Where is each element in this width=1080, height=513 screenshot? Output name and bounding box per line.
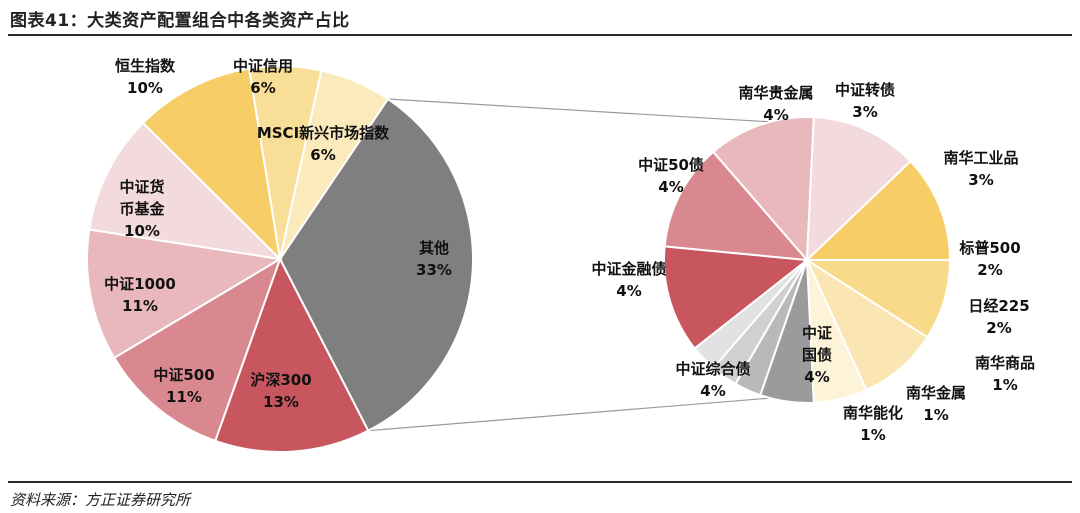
main-slice-3	[86, 228, 283, 360]
main-label-1: 沪深300 13%	[250, 371, 311, 411]
connector-lines	[368, 98, 771, 432]
main-label-3: 中证1000 11%	[104, 275, 176, 315]
secondary-label-2: 标普500 2%	[958, 239, 1020, 279]
secondary-label-6: 南华能化 1%	[843, 404, 903, 444]
secondary-slice-11	[804, 159, 952, 261]
secondary-slice-0	[803, 259, 952, 339]
secondary-label-8: 中证综合债 4%	[675, 360, 750, 400]
main-label-5: 恒生指数 10%	[115, 57, 176, 97]
secondary-slice-10	[805, 116, 912, 263]
main-pie	[86, 64, 474, 453]
main-slice-7	[279, 69, 390, 260]
main-slice-5	[141, 67, 282, 262]
connector-line-top	[387, 98, 771, 123]
main-label-6: 中证信用 6%	[233, 57, 293, 97]
main-label-4: 中证货币基金 10%	[119, 178, 165, 240]
secondary-label-9: 中证金融债 4%	[591, 260, 666, 300]
data-labels: 其他 33% 沪深300 13% 中证500 11% 中证1000 11% 中证货币基金 10% 恒…	[104, 57, 1035, 444]
source-note: 资料来源：方正证券研究所	[10, 491, 191, 509]
main-slice-0	[278, 97, 474, 433]
footer-divider	[8, 481, 1072, 483]
main-label-7: MSCI新兴市场指数 6%	[257, 124, 390, 164]
secondary-label-10: 中证50债 4%	[638, 156, 704, 196]
connector-line-bottom	[368, 397, 771, 432]
main-label-2: 中证500 11%	[153, 366, 214, 406]
secondary-label-5: 南华金属 1%	[906, 384, 966, 424]
main-slice-4	[88, 121, 283, 261]
secondary-slice-8	[663, 150, 810, 262]
secondary-label-11: 南华贵金属 4%	[738, 84, 813, 124]
secondary-pie	[663, 116, 952, 404]
main-slice-2	[112, 256, 282, 443]
secondary-label-1: 南华工业品 3%	[943, 149, 1018, 189]
secondary-slice-9	[711, 116, 815, 263]
secondary-label-0: 中证转债 3%	[835, 81, 895, 121]
main-label-0: 其他 33%	[416, 239, 452, 279]
chart-title: 图表41：大类资产配置组合中各类资产占比	[10, 11, 350, 31]
main-slice-1	[213, 256, 370, 453]
secondary-slice-1	[804, 257, 929, 392]
secondary-label-3: 日经225 2%	[968, 297, 1029, 337]
secondary-label-7: 中证国债 4%	[802, 324, 832, 386]
secondary-slice-7	[663, 245, 810, 350]
title-divider	[8, 34, 1072, 36]
secondary-label-4: 南华商品 1%	[975, 354, 1035, 394]
